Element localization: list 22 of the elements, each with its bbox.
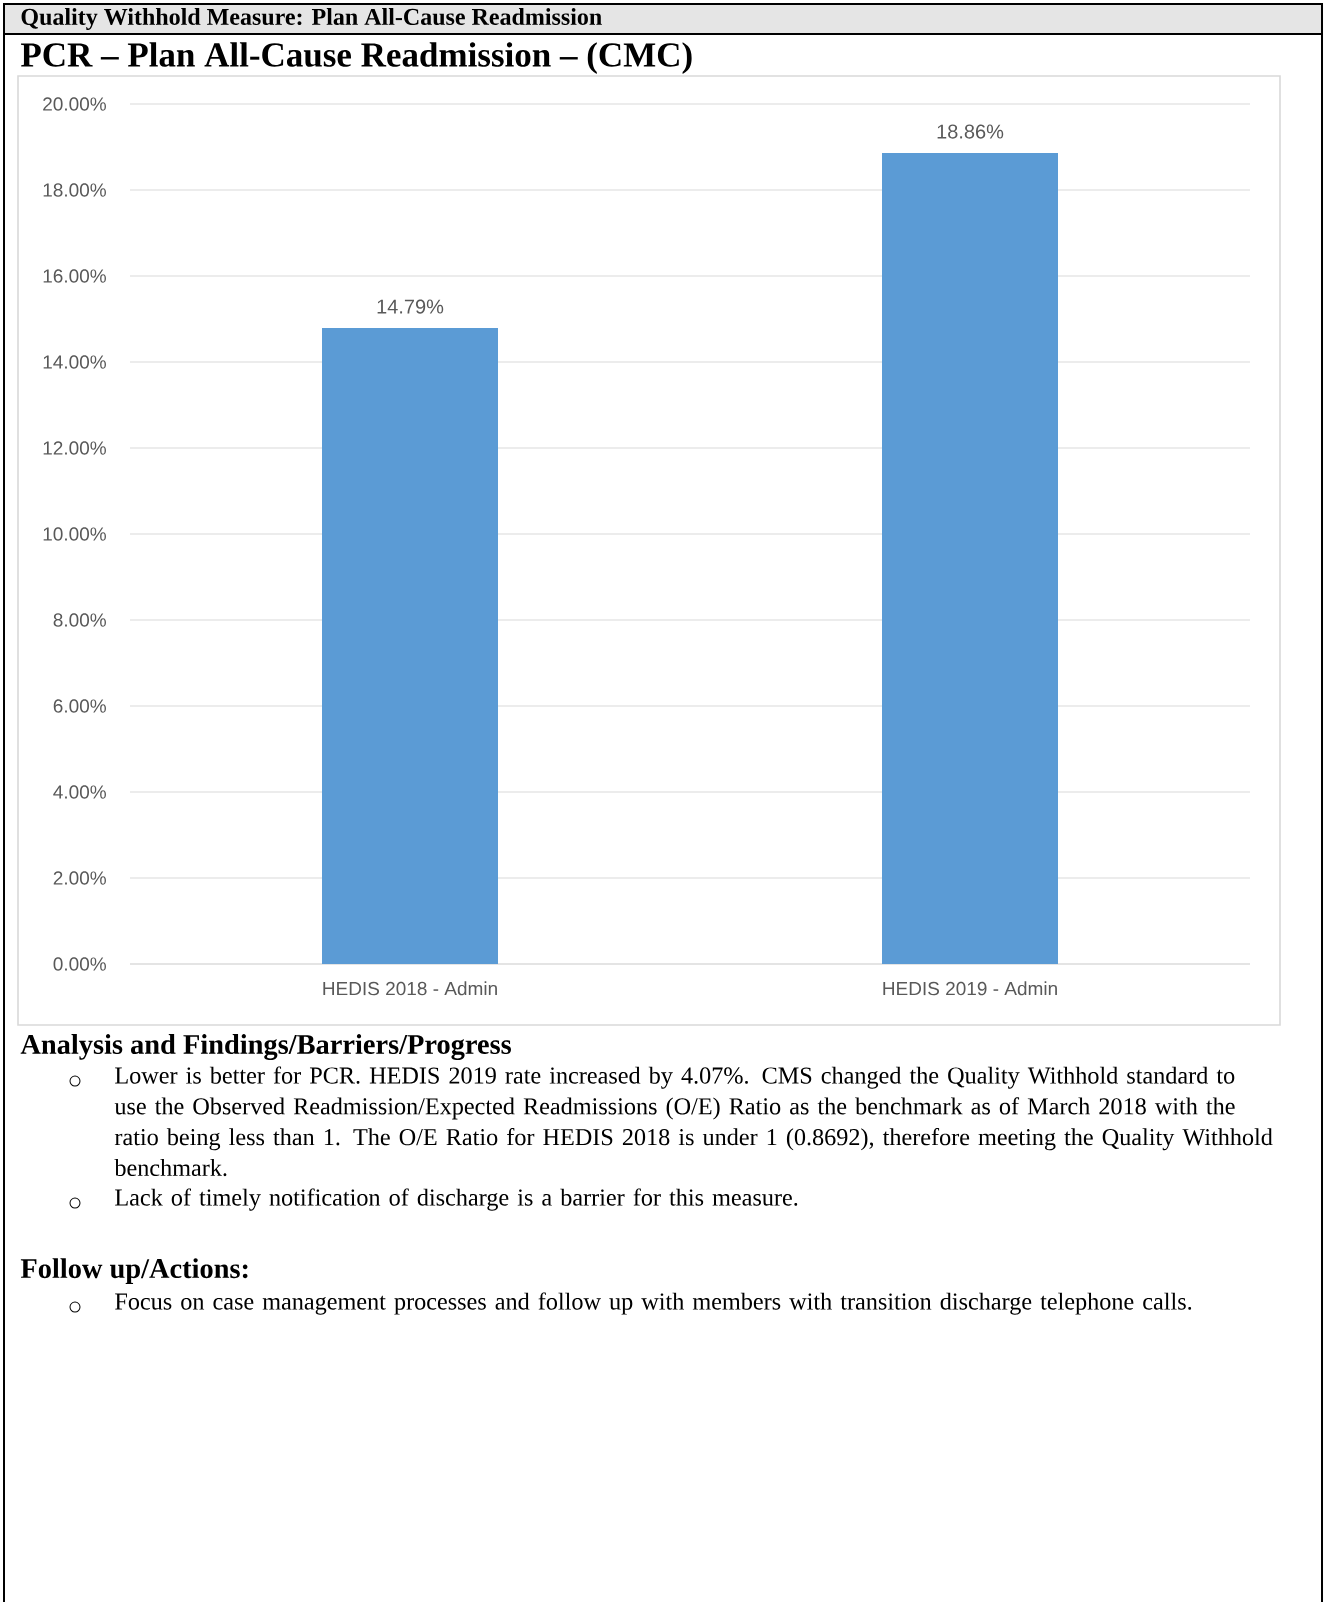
text: Lack of timely notification of discharge is a barrier for this measure. [115,1188,798,1211]
text: Lower is better for PCR. HEDIS 2019 rate increased by 4.07%. CMS changed the Quality Withhold standard to use the Observed Readmission/Expected Readmissions (O/E) Ratio as the benchmark as of March 2018 with the ratio being less than 1. The O/E Ratio for HEDIS 2018 is under 1 (0.8692), therefore meeting the Quality Withhold benchmark. [114,1066,1273,1177]
y-tick-label: 0.00% [53,957,106,971]
text: Follow up/Actions: [20,1258,248,1284]
y-tick-label: 8.00% [53,613,106,627]
y-tick-label: 20.00% [43,97,106,111]
y-tick-label: 16.00% [43,269,106,283]
text: Analysis and Findings/Barriers/Progress [20,1034,511,1061]
x-tick-label: HEDIS 2019 - Admin [883,981,1057,996]
y-tick-label: 2.00% [53,871,106,885]
y-tick-label: 6.00% [53,699,106,713]
data-label: 14.79% [377,299,444,314]
y-tick-label: 4.00% [53,785,106,799]
data-label: 18.86% [937,124,1004,139]
chart-title: PCR – Plan All-Cause Readmission – (CMC) [21,42,692,74]
y-tick-label: 12.00% [43,441,106,455]
text: Focus on case management processes and follow up with members with transition discharge telephone calls. [115,1292,1192,1315]
text: Quality Withhold Measure: Plan All-Cause Readmission [21,8,602,30]
x-tick-label: HEDIS 2018 - Admin [323,981,497,996]
y-tick-label: 14.00% [43,355,106,369]
y-tick-label: 18.00% [43,183,106,197]
y-tick-label: 10.00% [43,527,106,541]
